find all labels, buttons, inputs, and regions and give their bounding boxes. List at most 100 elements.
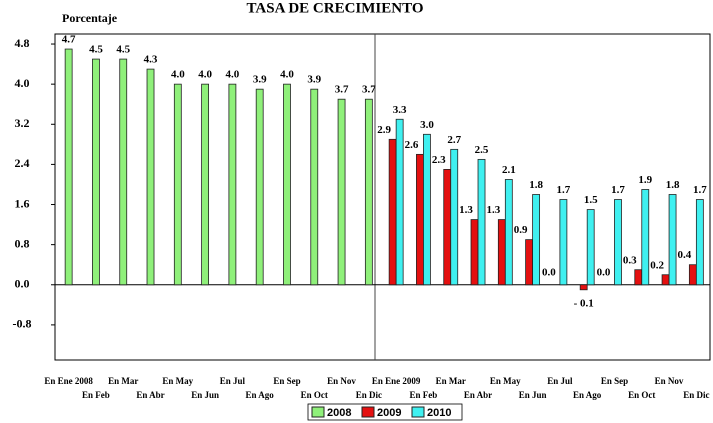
plot-frame (54, 33, 711, 361)
bar (310, 88, 319, 286)
data-label: 3.9 (307, 74, 321, 86)
legend-frame (307, 403, 463, 421)
x-tick-label: En Ene 2009 (372, 376, 421, 386)
bar (641, 189, 650, 286)
x-tick-label: En Dic (683, 390, 709, 400)
bar (255, 88, 264, 286)
data-label: 2.1 (502, 164, 516, 176)
y-tick-label: 4.8 (15, 36, 30, 50)
data-label: 3.9 (253, 74, 267, 86)
bar (388, 138, 397, 286)
bar (450, 148, 459, 286)
data-label: 2.7 (447, 134, 461, 146)
bar (443, 169, 452, 286)
bar (364, 98, 373, 286)
x-tick-label: En Jul (220, 376, 246, 386)
y-tick-label: 0.8 (15, 236, 30, 250)
x-tick-label: En Oct (301, 390, 328, 400)
legend-label: 2010 (427, 407, 451, 419)
bar (395, 118, 404, 286)
bar (173, 83, 182, 286)
data-label: 4.7 (62, 34, 76, 46)
y-tick-label: -0.8 (13, 317, 32, 331)
data-label: 0.9 (514, 224, 528, 236)
data-label: 2.5 (475, 144, 489, 156)
bar (532, 194, 541, 286)
bar (64, 48, 73, 286)
data-label: 4.5 (116, 44, 130, 56)
bar (504, 179, 513, 286)
x-tick-label: En Ago (246, 390, 275, 400)
x-tick-label: En Mar (436, 376, 466, 386)
bar (688, 264, 697, 286)
x-tick-label: En Abr (136, 390, 164, 400)
bar (497, 219, 506, 286)
x-tick-label: En Abr (464, 390, 492, 400)
y-tick-label: 0.0 (15, 277, 30, 291)
data-label: 4.0 (198, 69, 212, 81)
bar (668, 194, 677, 286)
bar (695, 199, 704, 286)
data-label: - 0.1 (574, 297, 594, 309)
x-tick-label: En Nov (327, 376, 356, 386)
x-tick-label: En Ene 2008 (44, 376, 93, 386)
bar (634, 269, 643, 286)
x-tick-label: En Feb (410, 390, 438, 400)
bar (525, 239, 534, 286)
x-tick-label: En Sep (273, 376, 300, 386)
bar (586, 209, 595, 286)
bar (470, 219, 479, 286)
x-tick-label: En Jun (191, 390, 219, 400)
data-label: 3.0 (420, 119, 434, 131)
x-tick-label: En May (490, 376, 521, 386)
data-label: 1.7 (557, 184, 571, 196)
legend-swatch (361, 406, 375, 418)
data-label: 4.0 (226, 69, 240, 81)
data-label: 4.0 (280, 69, 294, 81)
bar (661, 274, 670, 286)
data-label: 4.3 (144, 54, 158, 66)
data-label: 4.0 (171, 69, 185, 81)
x-tick-label: En May (162, 376, 193, 386)
data-label: 1.9 (638, 174, 652, 186)
bar (423, 133, 431, 286)
bar (559, 199, 568, 286)
data-label: 0.3 (623, 254, 637, 266)
data-label: 3.7 (335, 84, 349, 96)
y-tick-label: 2.4 (15, 156, 30, 170)
x-tick-label: En Mar (108, 376, 138, 386)
bar (201, 83, 210, 286)
data-label: 2.6 (405, 139, 419, 151)
data-label: 2.3 (432, 154, 446, 166)
bar (228, 83, 237, 286)
data-label: 1.3 (459, 204, 473, 216)
legend-swatch (311, 406, 325, 418)
bar (119, 58, 128, 286)
bar (614, 199, 622, 286)
legend-swatch (411, 406, 425, 418)
data-label: 3.3 (393, 104, 407, 116)
data-label: 4.5 (89, 44, 103, 56)
data-label: 1.3 (486, 204, 500, 216)
chart-title: TASA DE CRECIMIENTO (247, 0, 424, 16)
legend-label: 2008 (327, 407, 351, 419)
data-label: 1.5 (584, 194, 598, 206)
y-tick-label: 1.6 (15, 196, 30, 210)
data-label: 1.7 (693, 184, 707, 196)
bar (283, 83, 291, 286)
data-label: 0.0 (542, 266, 556, 278)
legend-label: 2009 (377, 407, 401, 419)
data-label: 1.8 (666, 179, 680, 191)
bar (146, 68, 155, 286)
x-tick-label: En Ago (573, 390, 602, 400)
y-tick-label: 3.2 (15, 116, 30, 130)
data-label: 3.7 (362, 84, 376, 96)
x-tick-label: En Oct (628, 390, 655, 400)
bar (337, 98, 346, 286)
y-tick-label: 4.0 (15, 76, 30, 90)
x-tick-label: En Dic (356, 390, 382, 400)
data-label: 1.8 (529, 179, 543, 191)
data-label: 0.4 (677, 249, 691, 261)
x-tick-label: En Feb (82, 390, 110, 400)
